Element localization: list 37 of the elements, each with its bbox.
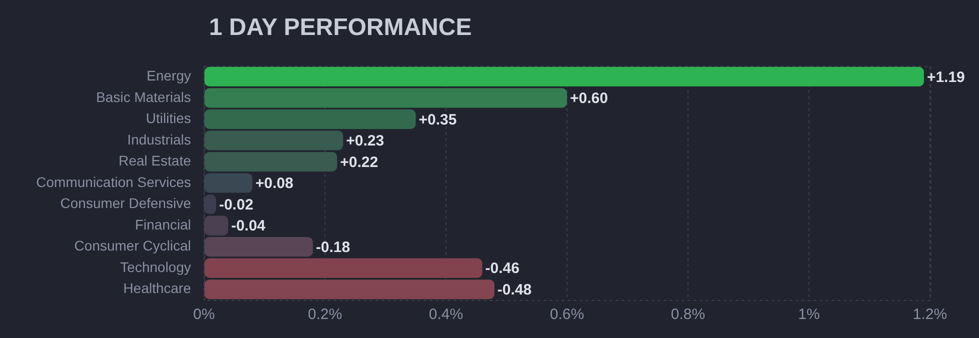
y-tick-label: Consumer Defensive xyxy=(60,195,192,212)
data-label: -0.46 xyxy=(485,260,520,278)
data-label: -0.02 xyxy=(219,196,254,214)
y-tick-label: Consumer Cyclical xyxy=(74,238,191,254)
y-tick-label: Real Estate xyxy=(118,152,192,169)
y-tick-label: Healthcare xyxy=(123,280,192,296)
bar xyxy=(204,130,344,150)
y-tick-label: Utilities xyxy=(146,110,191,126)
x-tick-label: 1% xyxy=(798,306,820,324)
data-label: +0.22 xyxy=(340,154,378,171)
data-label: +0.35 xyxy=(418,111,457,128)
data-label: -0.18 xyxy=(316,238,350,256)
y-tick-label: Basic Materials xyxy=(96,88,191,105)
x-tick-label: 0% xyxy=(193,306,215,324)
bar xyxy=(204,152,338,172)
data-label: +0.08 xyxy=(255,175,294,192)
chart-title: 1 DAY PERFORMANCE xyxy=(209,14,472,42)
data-label: -0.04 xyxy=(231,218,266,235)
bar xyxy=(204,216,228,236)
y-tick-label: Industrials xyxy=(127,131,191,148)
y-tick-label: Financial xyxy=(134,216,191,232)
x-tick-label: 0.6% xyxy=(550,306,584,324)
data-label: +0.60 xyxy=(570,90,608,108)
x-tick-label: 0.8% xyxy=(670,306,706,324)
bar xyxy=(204,88,567,108)
bar xyxy=(204,237,313,257)
x-tick-label: 0.4% xyxy=(428,306,464,324)
y-tick-label: Technology xyxy=(120,258,191,275)
bar xyxy=(204,66,924,86)
data-label: +1.19 xyxy=(926,68,965,86)
data-label: +0.23 xyxy=(346,132,384,150)
y-tick-label: Communication Services xyxy=(36,174,191,190)
y-tick-label: Energy xyxy=(146,67,191,84)
x-tick-label: 1.2% xyxy=(912,306,948,324)
data-label: -0.48 xyxy=(497,282,532,299)
bar xyxy=(204,109,416,129)
x-tick-label: 0.2% xyxy=(308,306,342,324)
